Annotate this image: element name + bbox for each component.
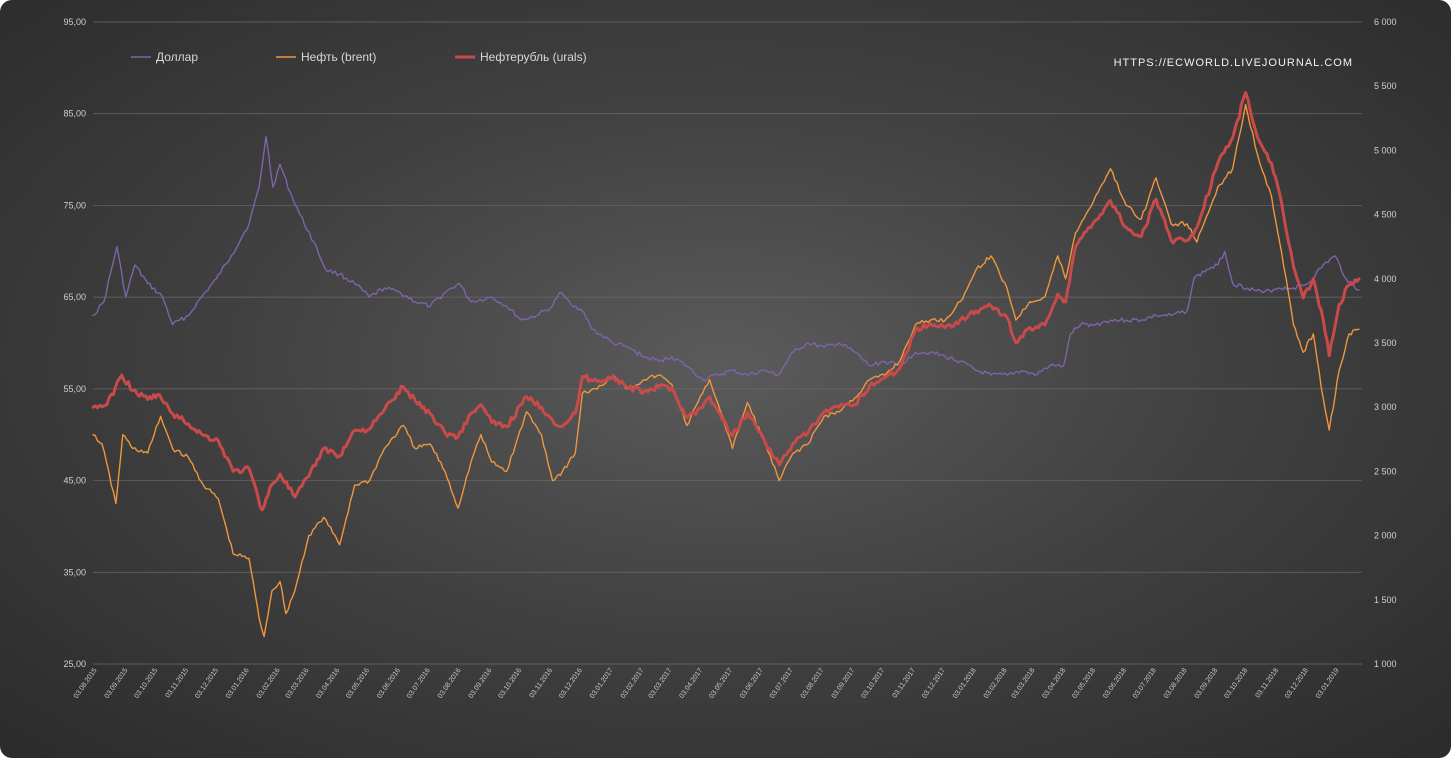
x-tick-label: 03.09.2018 bbox=[1194, 667, 1220, 700]
x-tick-label: 03.07.2016 bbox=[406, 667, 432, 700]
legend-label: Доллар bbox=[156, 50, 198, 64]
x-tick-label: 03.01.2016 bbox=[225, 667, 251, 700]
series-line bbox=[91, 91, 1361, 512]
x-tick-label: 03.02.2017 bbox=[620, 667, 646, 700]
left-tick-label: 35,00 bbox=[63, 567, 86, 577]
x-tick-label: 03.08.2016 bbox=[437, 667, 463, 700]
right-tick-label: 2 500 bbox=[1374, 466, 1397, 476]
right-tick-label: 4 000 bbox=[1374, 274, 1397, 284]
x-tick-label: 03.10.2016 bbox=[497, 667, 523, 700]
series-line bbox=[92, 103, 1360, 638]
series-line bbox=[92, 135, 1360, 382]
x-tick-label: 03.10.2015 bbox=[133, 667, 159, 700]
x-tick-label: 03.06.2017 bbox=[739, 667, 765, 700]
x-axis: 03.08.2015 03.09.2015 03.10.2015 03.11.2015… bbox=[73, 667, 1341, 700]
watermark-text: HTTPS://ECWORLD.LIVEJOURNAL.COM bbox=[1114, 57, 1353, 69]
left-tick-label: 75,00 bbox=[63, 200, 86, 210]
x-tick-label: 03.09.2017 bbox=[831, 667, 857, 700]
right-tick-label: 6 000 bbox=[1374, 17, 1397, 27]
legend-label: Нефтерубль (urals) bbox=[480, 50, 587, 64]
x-tick-label: 03.05.2016 bbox=[345, 667, 371, 700]
x-tick-label: 03.11.2016 bbox=[529, 667, 555, 699]
x-tick-label: 03.04.2016 bbox=[315, 667, 341, 700]
x-tick-label: 03.03.2016 bbox=[285, 667, 311, 700]
x-tick-label: 03.02.2018 bbox=[983, 667, 1009, 700]
x-tick-label: 03.03.2018 bbox=[1011, 667, 1037, 700]
left-tick-label: 65,00 bbox=[63, 292, 86, 302]
x-tick-label: 03.04.2017 bbox=[678, 667, 704, 700]
x-tick-label: 03.05.2017 bbox=[708, 667, 734, 700]
right-tick-label: 2 000 bbox=[1374, 531, 1397, 541]
x-tick-label: 03.10.2018 bbox=[1223, 667, 1249, 700]
left-tick-label: 45,00 bbox=[63, 476, 86, 486]
x-tick-label: 03.10.2017 bbox=[860, 667, 886, 700]
series-group bbox=[91, 91, 1361, 638]
x-tick-label: 03.09.2016 bbox=[468, 667, 494, 700]
right-tick-label: 5 000 bbox=[1374, 145, 1397, 155]
right-tick-label: 1 000 bbox=[1374, 659, 1397, 669]
x-tick-label: 03.08.2017 bbox=[800, 667, 826, 700]
left-tick-label: 95,00 bbox=[63, 17, 86, 27]
x-tick-label: 03.03.2017 bbox=[648, 667, 674, 700]
x-tick-label: 03.11.2018 bbox=[1255, 667, 1281, 699]
x-tick-label: 03.01.2017 bbox=[589, 667, 615, 700]
x-tick-label: 03.01.2019 bbox=[1315, 667, 1341, 700]
x-tick-label: 03.12.2015 bbox=[194, 667, 220, 700]
right-tick-label: 4 500 bbox=[1374, 210, 1397, 220]
x-tick-label: 03.09.2015 bbox=[104, 667, 130, 700]
x-tick-label: 03.12.2017 bbox=[921, 667, 947, 700]
right-tick-label: 5 500 bbox=[1374, 81, 1397, 91]
x-tick-label: 03.06.2018 bbox=[1102, 667, 1128, 700]
legend-label: Нефть (brent) bbox=[301, 50, 376, 64]
left-tick-label: 85,00 bbox=[63, 109, 86, 119]
x-tick-label: 03.01.2018 bbox=[952, 667, 978, 700]
legend: Доллар Нефть (brent) Нефтерубль (urals) bbox=[131, 50, 587, 64]
left-tick-label: 25,00 bbox=[63, 659, 86, 669]
right-axis: 1 000 1 500 2 000 2 500 3 000 3 500 4 000 4 500… bbox=[1374, 17, 1397, 669]
x-tick-label: 03.06.2016 bbox=[376, 667, 402, 700]
x-tick-label: 03.07.2017 bbox=[769, 667, 795, 700]
left-axis: 25,00 35,00 45,00 55,00 65,00 75,00 85,00 95,00 bbox=[63, 17, 86, 669]
x-tick-label: 03.08.2018 bbox=[1163, 667, 1189, 700]
right-tick-label: 3 000 bbox=[1374, 402, 1397, 412]
right-tick-label: 3 500 bbox=[1374, 338, 1397, 348]
grid-lines bbox=[93, 21, 1362, 665]
left-tick-label: 55,00 bbox=[63, 384, 86, 394]
right-tick-label: 1 500 bbox=[1374, 595, 1397, 605]
x-tick-label: 03.11.2015 bbox=[165, 667, 191, 699]
x-tick-label: 03.12.2018 bbox=[1284, 667, 1310, 700]
x-tick-label: 03.05.2018 bbox=[1071, 667, 1097, 700]
x-tick-label: 03.08.2015 bbox=[73, 667, 99, 700]
x-tick-label: 03.12.2016 bbox=[558, 667, 584, 700]
x-tick-label: 03.07.2018 bbox=[1132, 667, 1158, 700]
x-tick-label: 03.11.2017 bbox=[892, 667, 918, 699]
x-tick-label: 03.02.2016 bbox=[256, 667, 282, 700]
x-tick-label: 03.04.2018 bbox=[1041, 667, 1067, 700]
